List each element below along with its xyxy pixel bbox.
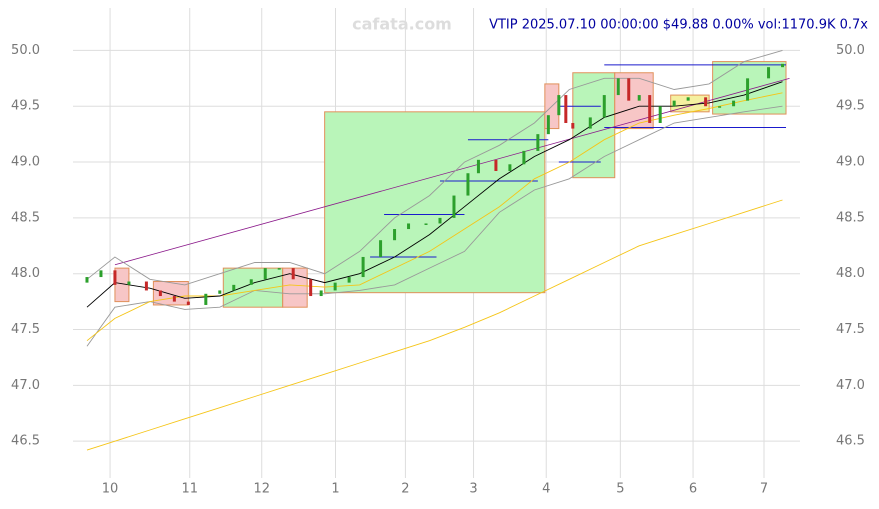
y-tick-label-right: 46.5 [836,434,865,449]
indicator-line [86,92,783,342]
candle [319,290,323,297]
candle [158,290,162,297]
y-tick-label: 48.5 [11,210,40,225]
candle [232,284,236,291]
x-tick-label: 12 [253,482,270,497]
watermark: cafata.com [352,15,452,34]
candle [536,134,540,151]
candle [379,240,383,257]
zone-box [324,111,546,294]
zone-box [614,72,654,130]
chart-title: VTIP 2025.07.10 00:00:00 $49.88 0.00% vo… [489,18,868,33]
candle [291,268,295,280]
candle [658,106,662,123]
y-tick-label: 46.5 [11,434,40,449]
candle [686,97,690,101]
y-tick-label-right: 50.0 [836,43,865,58]
indicator-line [86,199,783,451]
candle [85,277,89,283]
candle [407,223,411,230]
y-tick-label: 47.0 [11,378,40,393]
candle [277,268,281,270]
candle [732,100,736,107]
candle [602,95,606,118]
candle [627,78,631,101]
candle [546,115,550,135]
candle [249,279,253,285]
candle [746,78,750,101]
candle [522,150,526,165]
candle [424,223,428,225]
candle [557,95,561,116]
x-tick-label: 6 [689,482,697,497]
y-tick-label: 50.0 [11,43,40,58]
candle [648,95,652,123]
x-tick-label: 10 [102,482,119,497]
candle [476,159,480,174]
indicator-line [86,105,783,347]
candle [452,195,456,218]
y-tick-label: 49.5 [11,99,40,114]
y-tick-label: 48.0 [11,266,40,281]
candle [438,217,442,224]
candle [637,95,641,101]
zone-box [282,267,308,308]
x-tick-label: 1 [331,482,339,497]
y-tick-label-right: 49.5 [836,99,865,114]
candle [718,106,722,108]
x-tick-label: 2 [401,482,409,497]
candle [571,122,575,129]
indicator-line [86,49,783,286]
candle [333,282,337,291]
candle [204,293,208,305]
candle [99,270,103,278]
y-tick-label-right: 48.5 [836,210,865,225]
candle [616,78,620,96]
y-tick-label-right: 49.0 [836,155,865,170]
candle [144,281,148,291]
y-tick-label: 49.0 [11,155,40,170]
candle [309,279,313,297]
y-tick-label-right: 47.5 [836,322,865,337]
y-tick-label-right: 47.0 [836,378,865,393]
x-tick-label: 4 [542,482,550,497]
indicator-line [86,81,783,308]
trend-line [114,77,790,266]
candle [218,290,222,294]
candle [186,301,190,305]
candle [263,268,267,280]
candle [113,270,117,285]
x-tick-label: 3 [469,482,477,497]
candle [564,95,568,123]
x-tick-label: 7 [760,482,768,497]
candle [127,281,131,285]
candle [347,277,351,283]
zone-box [712,61,787,115]
candle [361,256,365,278]
candle [393,229,397,241]
candle [704,97,708,107]
x-tick-label: 5 [616,482,624,497]
candle [781,63,785,68]
y-tick-label-right: 48.0 [836,266,865,281]
y-tick-label: 47.5 [11,322,40,337]
candle [172,296,176,302]
candle [588,117,592,129]
x-tick-label: 11 [181,482,198,497]
candle [508,164,512,171]
candle [672,100,676,107]
zone-box [152,281,189,306]
candle [494,159,498,171]
candle [466,173,470,196]
candle [767,67,771,79]
